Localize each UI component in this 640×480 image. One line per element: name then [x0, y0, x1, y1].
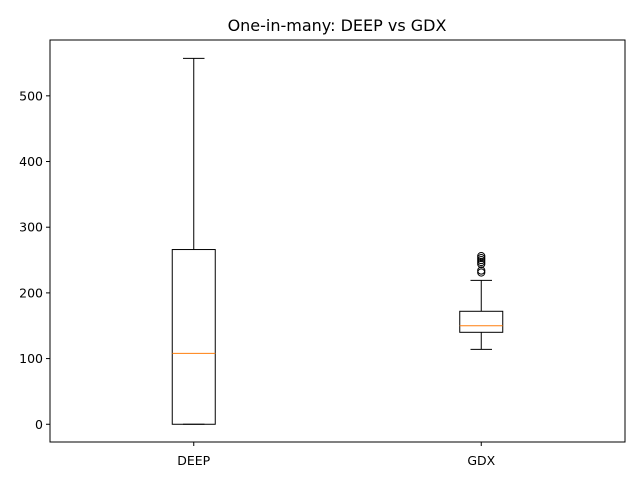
- y-tick-label: 200: [19, 285, 43, 300]
- y-tick-label: 400: [19, 154, 43, 169]
- box-gdx: [459, 252, 504, 350]
- outlier-point: [477, 253, 486, 263]
- chart-title: One-in-many: DEEP vs GDX: [228, 16, 447, 35]
- outlier-point: [477, 259, 486, 269]
- y-tick-label: 300: [19, 220, 43, 235]
- y-axis: 0 100 200 300 400 500: [19, 88, 50, 432]
- outlier-point: [477, 252, 486, 261]
- box-deep: [171, 57, 216, 425]
- outlier-point: [477, 255, 486, 265]
- plot-area: [171, 57, 504, 425]
- y-tick-label: 0: [35, 417, 43, 432]
- y-tick-label: 100: [19, 351, 43, 366]
- outlier-point: [477, 268, 486, 277]
- box-body: [171, 249, 216, 425]
- x-axis: DEEP GDX: [177, 442, 496, 468]
- x-tick-label: DEEP: [177, 453, 210, 468]
- x-tick-label: GDX: [467, 453, 495, 468]
- box-body: [459, 310, 504, 333]
- outlier-point: [477, 257, 486, 267]
- outlier-point: [477, 266, 486, 275]
- y-tick-label: 500: [19, 88, 43, 103]
- plot-frame: [49, 39, 626, 443]
